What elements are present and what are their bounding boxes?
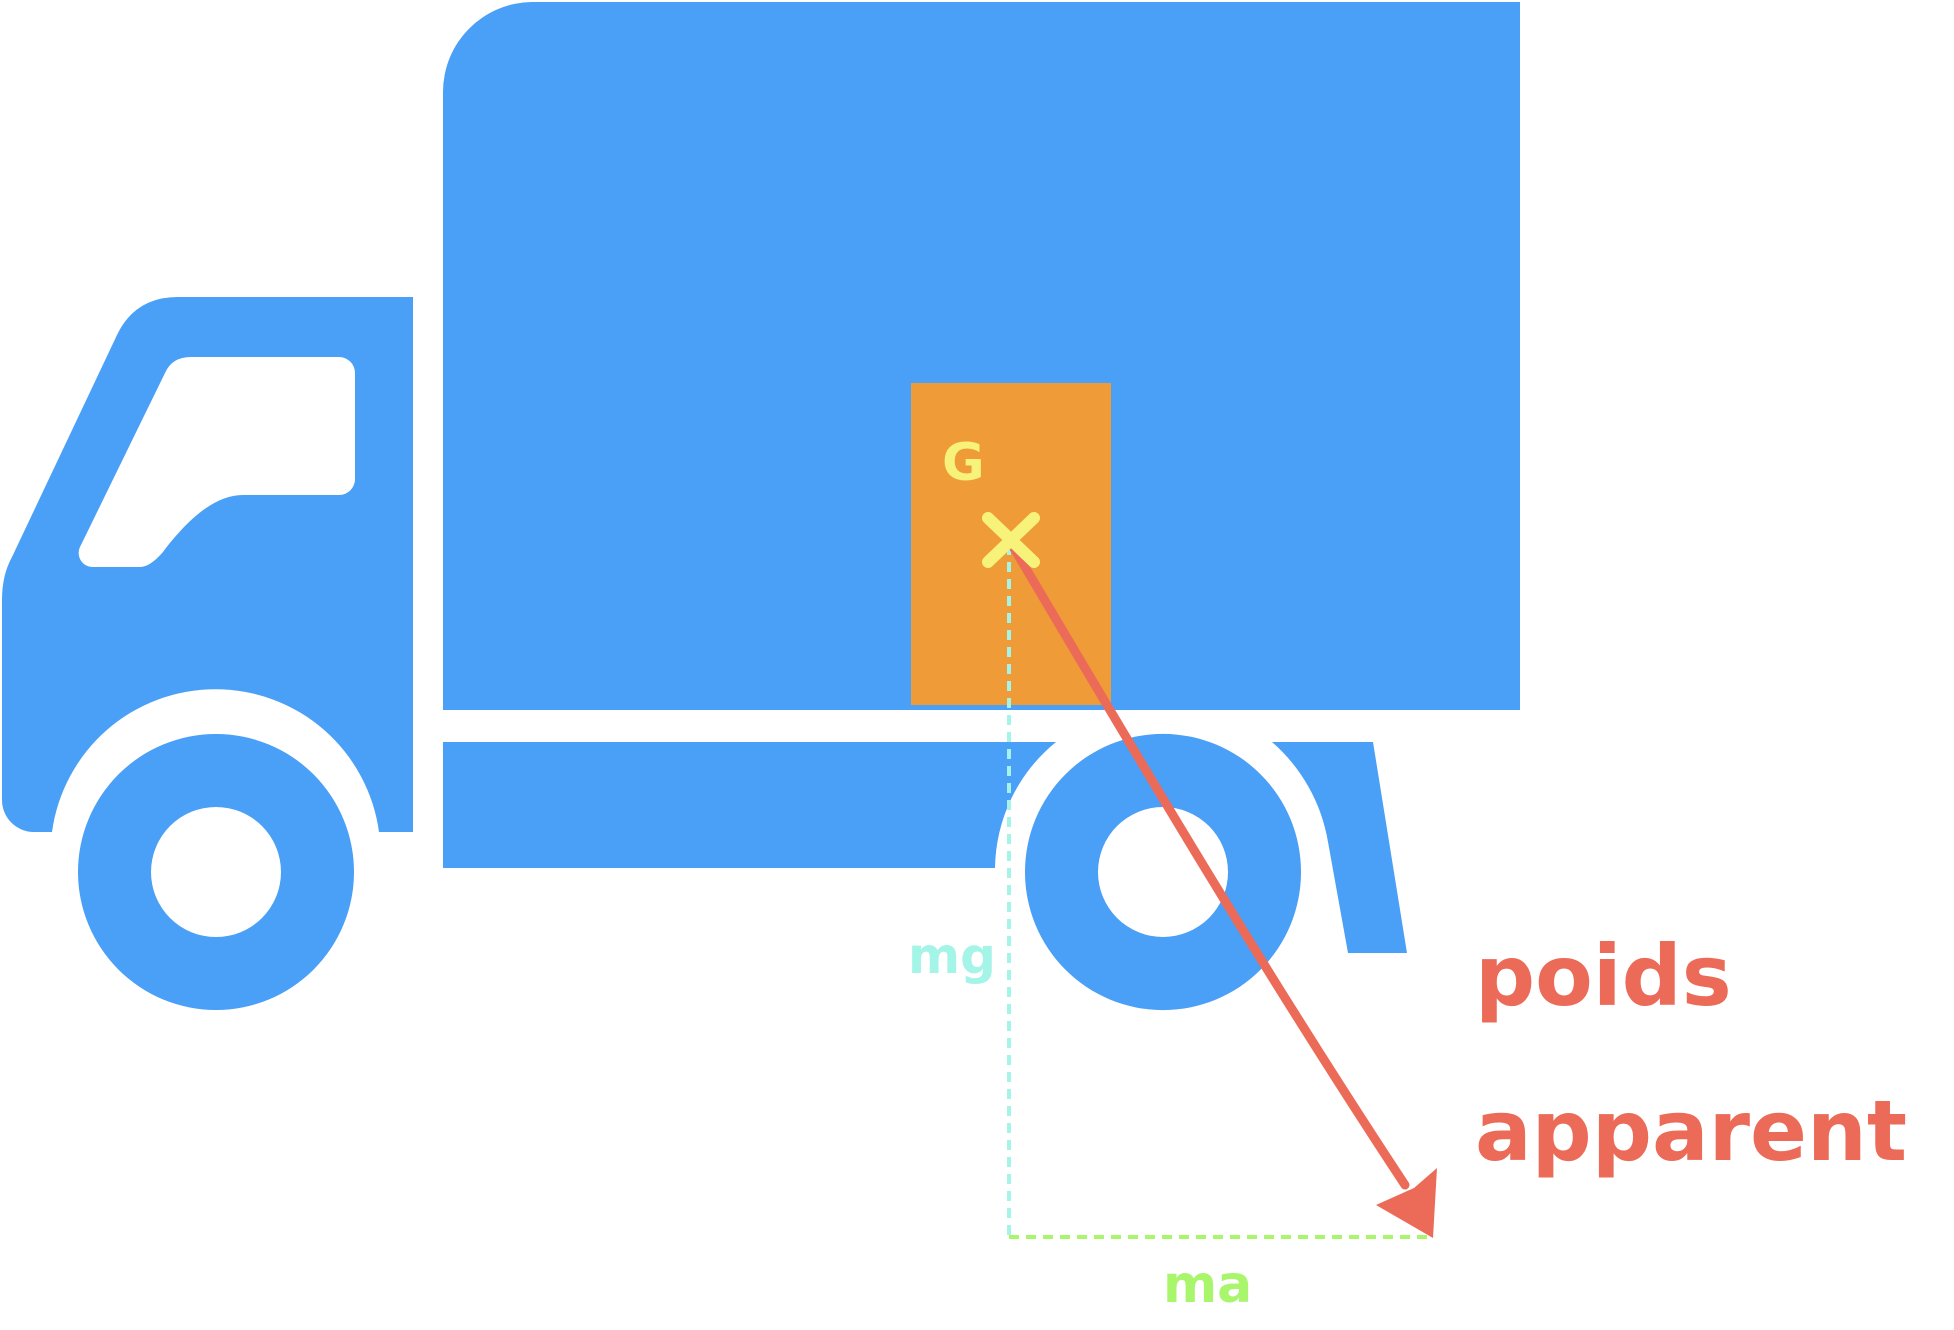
truck-chassis-front xyxy=(443,742,1056,868)
apparent-weight-arrow-shaft xyxy=(1007,540,1410,1190)
truck-cab xyxy=(2,297,413,832)
truck-rear-fender xyxy=(1272,742,1407,953)
gravity-force-label: mg xyxy=(908,927,996,985)
inertial-force-label: ma xyxy=(1163,1255,1252,1315)
truck xyxy=(2,2,1520,1011)
apparent-weight-label-line1: poids xyxy=(1475,927,1732,1025)
apparent-weight-arrow xyxy=(1007,540,1437,1238)
truck-front-wheel xyxy=(78,734,354,1010)
truck-cargo-box xyxy=(443,2,1520,710)
apparent-weight-label-line2: apparent xyxy=(1475,1082,1907,1180)
apparent-weight-arrow-head xyxy=(1376,1168,1437,1238)
center-of-gravity-mark xyxy=(982,512,1040,568)
truck-rear-wheel xyxy=(1025,733,1302,1011)
center-of-gravity-label: G xyxy=(942,433,985,493)
